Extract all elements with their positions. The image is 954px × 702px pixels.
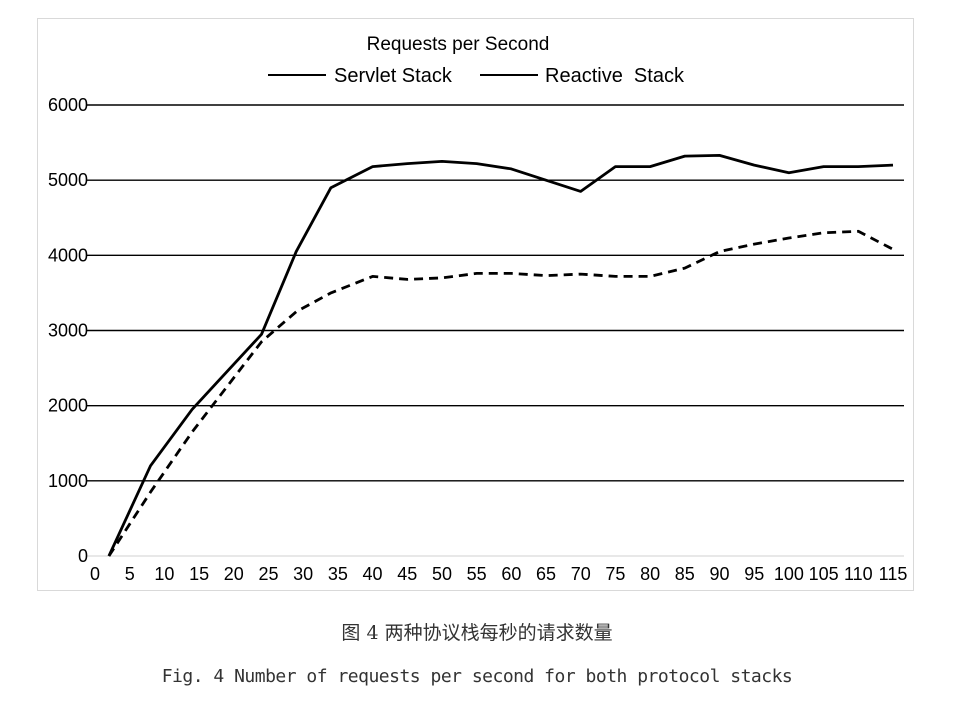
legend-label-servlet: Servlet Stack: [334, 65, 453, 87]
x-tick-label: 100: [774, 564, 804, 584]
y-tick-label: 2000: [48, 396, 88, 416]
x-tick-label: 85: [675, 564, 695, 584]
x-tick-label: 5: [125, 564, 135, 584]
figure-caption-chinese: 图 4 两种协议栈每秒的请求数量: [341, 622, 613, 644]
y-tick-label: 6000: [48, 95, 88, 115]
x-tick-label: 70: [571, 564, 591, 584]
chart-frame: Requests per Second Servlet Stack Reactiv…: [37, 18, 914, 591]
x-tick-label: 55: [467, 564, 487, 584]
x-tick-label: 50: [432, 564, 452, 584]
x-tick-label: 25: [258, 564, 278, 584]
x-tick-label: 10: [154, 564, 174, 584]
y-tick-label: 0: [78, 546, 88, 566]
x-tick-label: 60: [501, 564, 521, 584]
x-tick-label: 0: [90, 564, 100, 584]
figure-caption-english: Fig. 4 Number of requests per second for…: [161, 666, 793, 687]
x-tick-label: 45: [397, 564, 417, 584]
series-lines: [107, 154, 894, 557]
x-tick-label: 95: [744, 564, 764, 584]
series-line-servlet: [107, 154, 894, 557]
x-tick-label: 15: [189, 564, 209, 584]
x-tick-label: 90: [710, 564, 730, 584]
line-chart: Requests per Second Servlet Stack Reactiv…: [48, 34, 907, 584]
x-tick-label: 105: [809, 564, 839, 584]
x-tick-label: 20: [224, 564, 244, 584]
y-tick-label: 4000: [48, 245, 88, 265]
y-tick-label: 1000: [48, 471, 88, 491]
y-tick-label: 3000: [48, 321, 88, 341]
y-axis-ticks: 0 1000 2000 3000 4000 5000 6000: [48, 95, 88, 566]
x-tick-label: 115: [879, 564, 908, 584]
y-tick-label: 5000: [48, 170, 88, 190]
legend-label-reactive: Reactive Stack: [545, 65, 685, 87]
legend: Servlet Stack Reactive Stack: [268, 65, 685, 87]
x-tick-label: 35: [328, 564, 348, 584]
x-tick-label: 40: [363, 564, 383, 584]
x-tick-label: 80: [640, 564, 660, 584]
series-line-reactive: [107, 229, 894, 557]
x-tick-label: 75: [605, 564, 625, 584]
x-tick-label: 30: [293, 564, 313, 584]
gridlines: [86, 104, 904, 557]
x-tick-label: 65: [536, 564, 556, 584]
x-tick-label: 110: [844, 564, 873, 584]
chart-title: Requests per Second: [367, 34, 550, 55]
x-axis-ticks: 0 5 10 15 20 25 30 35 40 45 50 55 60 65 70 75 80 85 90 95 10…: [90, 564, 907, 584]
